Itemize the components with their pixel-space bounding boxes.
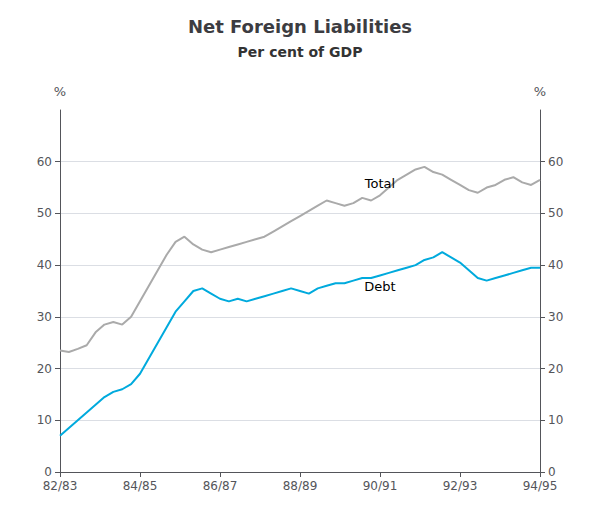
- svg-text:0: 0: [548, 465, 556, 479]
- svg-text:94/95: 94/95: [523, 479, 558, 493]
- svg-text:40: 40: [548, 258, 563, 272]
- svg-text:40: 40: [37, 258, 52, 272]
- svg-text:60: 60: [37, 155, 52, 169]
- svg-text:90/91: 90/91: [363, 479, 398, 493]
- svg-text:30: 30: [548, 310, 563, 324]
- svg-text:88/89: 88/89: [283, 479, 318, 493]
- svg-text:30: 30: [37, 310, 52, 324]
- svg-text:%: %: [54, 84, 66, 99]
- svg-text:82/83: 82/83: [43, 479, 78, 493]
- svg-text:Per cent of GDP: Per cent of GDP: [238, 44, 363, 60]
- svg-text:Debt: Debt: [364, 279, 395, 294]
- svg-text:60: 60: [548, 155, 563, 169]
- svg-text:92/93: 92/93: [443, 479, 478, 493]
- svg-text:20: 20: [548, 362, 563, 376]
- svg-text:50: 50: [548, 206, 563, 220]
- svg-text:84/85: 84/85: [123, 479, 158, 493]
- svg-text:0: 0: [44, 465, 52, 479]
- svg-text:Net Foreign Liabilities: Net Foreign Liabilities: [188, 16, 412, 37]
- svg-text:50: 50: [37, 206, 52, 220]
- svg-text:10: 10: [37, 413, 52, 427]
- svg-text:Total: Total: [364, 176, 395, 191]
- svg-text:86/87: 86/87: [203, 479, 238, 493]
- svg-text:%: %: [534, 84, 546, 99]
- svg-text:10: 10: [548, 413, 563, 427]
- svg-text:20: 20: [37, 362, 52, 376]
